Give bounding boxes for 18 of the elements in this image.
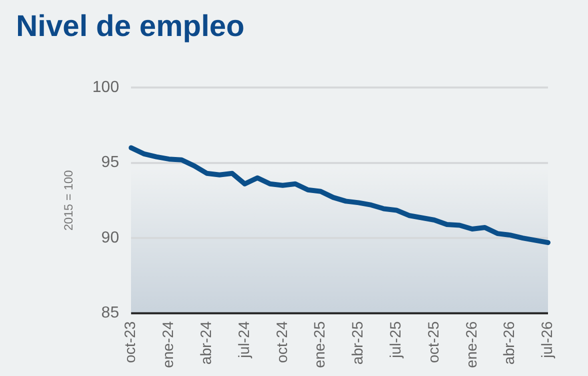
y-tick-label: 95 — [101, 154, 120, 172]
y-tick-label: 90 — [101, 229, 120, 246]
chart-title: Nivel de empleo — [16, 10, 244, 44]
x-tick-label: jul-26 — [539, 321, 556, 359]
x-tick-label: oct-24 — [274, 321, 291, 363]
y-tick-label: 85 — [101, 304, 120, 322]
x-tick-label: abr-26 — [501, 321, 518, 365]
x-tick-label: abr-25 — [350, 321, 367, 365]
x-tick-label: ene-26 — [463, 321, 480, 368]
x-tick-label: jul-25 — [388, 321, 405, 359]
x-tick-label: ene-25 — [312, 321, 329, 368]
x-tick-label: abr-24 — [198, 321, 216, 365]
y-axis-title: 2015 = 100 — [62, 170, 76, 231]
y-tick-label: 100 — [92, 79, 120, 96]
x-tick-label: oct-25 — [425, 321, 442, 363]
x-tick-label: jul-24 — [236, 321, 253, 359]
x-tick-label: oct-23 — [122, 321, 140, 363]
x-tick-label: ene-24 — [160, 321, 178, 368]
